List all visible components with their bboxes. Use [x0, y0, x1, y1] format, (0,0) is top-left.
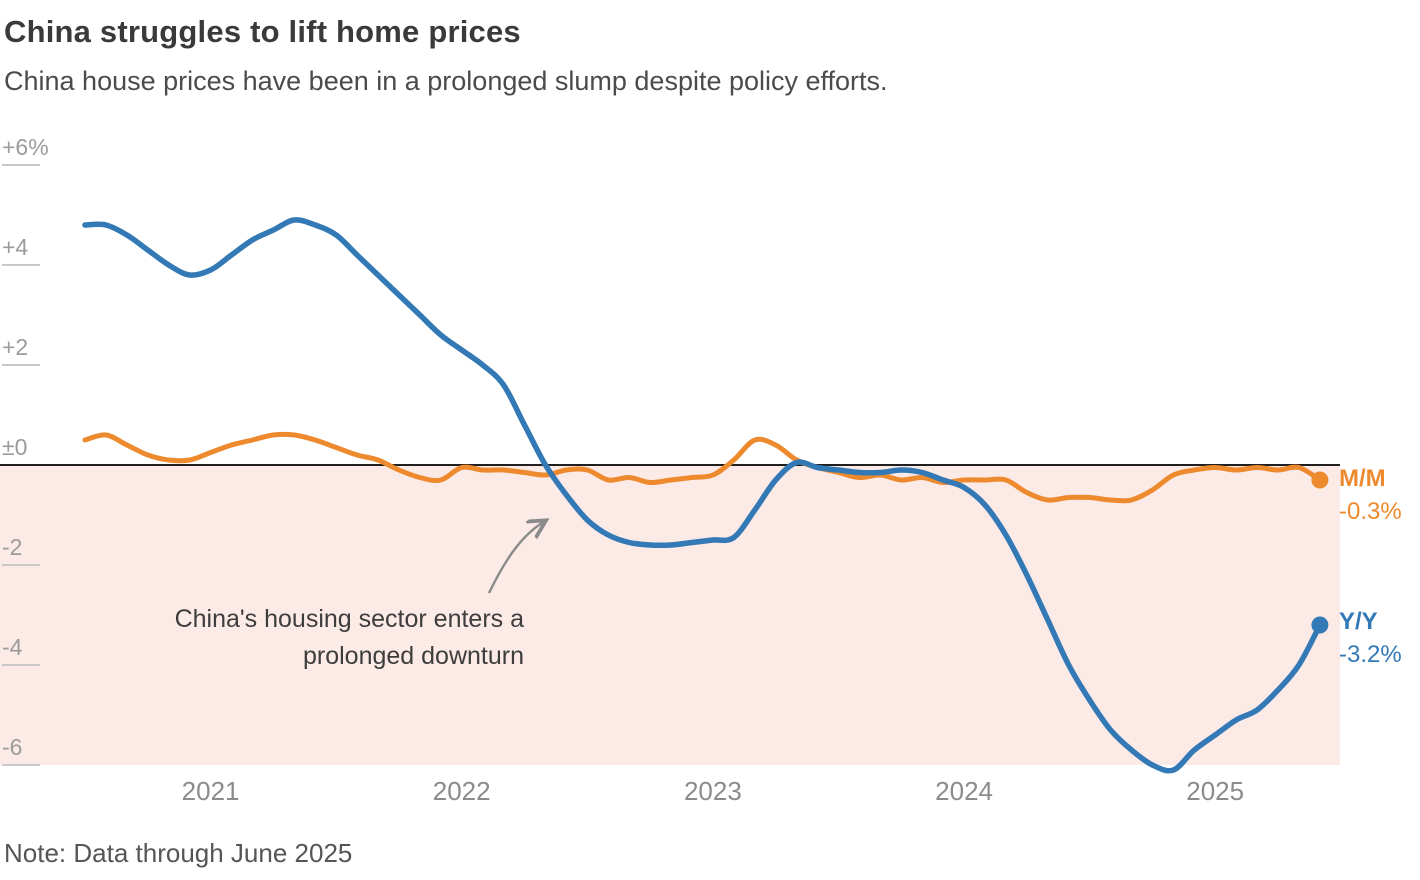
- chart-series-layer: [82, 217, 1329, 774]
- chart-axis-layer: +6% +4 +2 ±0 -2 -4 -6 2021 2022 2023 2024 2025: [0, 134, 1340, 806]
- legend-mm: M/M -0.3%: [1339, 465, 1402, 526]
- x-tick-label: 2025: [1186, 776, 1244, 806]
- chart-background-layer: [0, 465, 1340, 765]
- m-m-line: [82, 431, 1323, 504]
- negative-region: [0, 465, 1340, 765]
- annotation-line-1: China's housing sector enters a: [174, 605, 524, 633]
- y-tick-label: +4: [2, 234, 28, 260]
- annotation-arrow: [487, 521, 545, 594]
- y-tick-label: -6: [2, 734, 22, 760]
- y-y-line: [82, 217, 1323, 774]
- chart-header: China struggles to lift home prices Chin…: [0, 0, 1420, 120]
- x-tick-label: 2022: [433, 776, 491, 806]
- legend-yy-value: -3.2%: [1339, 641, 1402, 669]
- legend-mm-label: M/M: [1339, 465, 1386, 492]
- x-tick-label: 2023: [684, 776, 742, 806]
- y-tick-label: -4: [2, 634, 23, 660]
- chart-title: China struggles to lift home prices: [4, 14, 521, 49]
- annotation-text: China's housing sector enters a prolonge…: [100, 601, 524, 675]
- legend-yy: Y/Y -3.2%: [1339, 608, 1402, 669]
- y-tick-label: -2: [2, 534, 22, 560]
- line-chart: +6% +4 +2 ±0 -2 -4 -6 2021 2022 2023 2024 2025: [0, 134, 1340, 806]
- x-tick-label: 2024: [935, 776, 993, 806]
- m-m-end-dot: [1311, 471, 1329, 489]
- legend-yy-label: Y/Y: [1339, 608, 1378, 635]
- chart-subtitle: China house prices have been in a prolon…: [4, 66, 888, 96]
- y-tick-label: +6%: [2, 134, 49, 160]
- source-note: Note: Data through June 2025: [4, 838, 353, 868]
- x-tick-label: 2021: [182, 776, 240, 806]
- legend-mm-value: -0.3%: [1339, 498, 1402, 526]
- y-tick-label: ±0: [2, 434, 27, 460]
- y-y-end-dot: [1311, 616, 1329, 634]
- y-tick-label: +2: [2, 334, 28, 360]
- annotation-line-2: prolonged downturn: [303, 642, 524, 670]
